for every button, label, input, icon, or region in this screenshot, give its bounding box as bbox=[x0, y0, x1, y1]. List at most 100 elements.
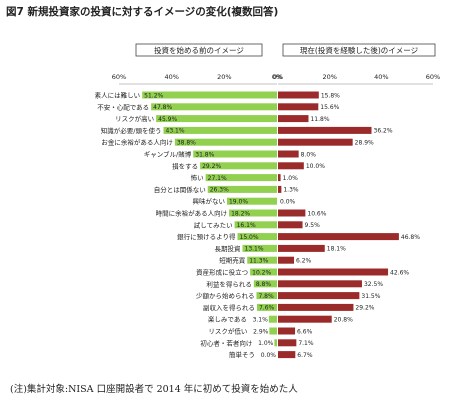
value-label-before: 16.1% bbox=[237, 222, 256, 229]
value-label-after: 10.6% bbox=[307, 210, 326, 217]
category-label: 時間に余裕がある人向け bbox=[156, 209, 228, 218]
category-label: 簡単そう bbox=[229, 350, 255, 359]
left-tick-label: 20% bbox=[217, 73, 231, 81]
bar-after bbox=[278, 103, 319, 111]
value-label-before: 11.3% bbox=[249, 258, 268, 265]
bar-after bbox=[278, 315, 332, 323]
value-label-before: 8.8% bbox=[256, 281, 272, 288]
bar-after bbox=[278, 303, 354, 311]
value-label-before: 47.8% bbox=[153, 104, 172, 111]
left-header-box bbox=[135, 43, 263, 57]
value-label-after: 42.6% bbox=[390, 269, 409, 276]
right-tick-label: 20% bbox=[322, 73, 336, 81]
bar-before bbox=[234, 221, 277, 229]
category-label: 資産形成に役立つ bbox=[196, 268, 248, 277]
value-label-after: 31.5% bbox=[361, 293, 380, 300]
category-label: 素人には難しい bbox=[95, 91, 141, 100]
bar-before bbox=[226, 197, 277, 205]
bar-before bbox=[163, 126, 277, 134]
header-boxes: 投資を始める前のイメージ 現在(投資を経験した後)のイメージ bbox=[135, 43, 436, 57]
bar-after bbox=[278, 126, 372, 134]
value-label-before: 19.0% bbox=[229, 199, 248, 206]
value-label-before: 38.8% bbox=[177, 140, 196, 147]
category-label: 知識が必要/頭を使う bbox=[101, 126, 162, 135]
value-label-after: 18.1% bbox=[327, 246, 346, 253]
bar-after bbox=[278, 185, 282, 193]
value-label-after: 7.1% bbox=[298, 340, 314, 347]
category-label: 自分とは関係ない bbox=[154, 185, 206, 194]
value-label-before: 7.6% bbox=[259, 305, 275, 312]
value-label-before: 15.0% bbox=[240, 234, 259, 241]
value-label-before: 26.3% bbox=[210, 187, 229, 194]
bars bbox=[142, 91, 399, 359]
category-label: 怖い bbox=[191, 173, 204, 182]
left-header-text: 投資を始める前のイメージ bbox=[154, 45, 244, 55]
bar-before bbox=[205, 174, 277, 182]
bar-after bbox=[278, 115, 309, 123]
bar-before bbox=[151, 103, 277, 111]
bar-before bbox=[268, 315, 277, 323]
category-label: 楽しみである bbox=[208, 315, 247, 324]
bar-after bbox=[278, 150, 299, 158]
category-label: 初心者・若者向け bbox=[200, 338, 252, 347]
bar-before bbox=[156, 115, 277, 123]
value-label-after: 15.8% bbox=[321, 92, 340, 99]
category-label: 興味がない bbox=[192, 197, 225, 206]
category-label: 長期投資 bbox=[215, 244, 242, 253]
value-label-after: 36.2% bbox=[374, 128, 393, 135]
value-label-before: 1.0% bbox=[258, 340, 274, 347]
bar-before bbox=[269, 327, 277, 335]
category-label: お金に余裕がある人向け bbox=[101, 138, 173, 147]
category-labels: 素人には難しい不安・心配であるリスクが高い知識が必要/頭を使うお金に余裕がある人… bbox=[95, 91, 255, 360]
bar-before bbox=[256, 303, 277, 311]
bar-before bbox=[242, 244, 277, 252]
bar-before bbox=[142, 91, 277, 99]
category-label: 銀行に預けるより得 bbox=[177, 232, 236, 241]
bar-after bbox=[278, 339, 297, 347]
category-label: リスクが高い bbox=[115, 114, 154, 123]
value-label-before: 43.1% bbox=[166, 128, 185, 135]
category-label: 短期売買 bbox=[219, 256, 246, 265]
value-label-before: 7.8% bbox=[258, 293, 274, 300]
bar-before bbox=[200, 162, 277, 170]
bar-before bbox=[247, 256, 277, 264]
category-label: 利益を得られる bbox=[206, 279, 252, 288]
bar-after bbox=[278, 292, 360, 300]
category-label: 損をする bbox=[172, 161, 198, 170]
bar-after bbox=[278, 91, 319, 99]
value-label-after: 0.0% bbox=[280, 199, 296, 206]
value-label-before: 31.8% bbox=[195, 151, 214, 158]
right-header-box bbox=[282, 43, 436, 57]
bar-before bbox=[274, 339, 277, 347]
bar-after bbox=[278, 174, 281, 182]
category-label: 副収入を得られる bbox=[203, 303, 255, 312]
value-label-after: 6.2% bbox=[296, 258, 312, 265]
category-label: 少額から始められる bbox=[196, 291, 255, 300]
chart-title: 図7 新規投資家の投資に対するイメージの変化(複数回答) bbox=[6, 6, 279, 18]
value-label-after: 46.8% bbox=[401, 234, 420, 241]
value-label-before: 10.2% bbox=[252, 269, 271, 276]
value-label-after: 6.6% bbox=[297, 328, 313, 335]
value-label-before: 45.9% bbox=[158, 116, 177, 123]
value-label-before: 3.1% bbox=[253, 317, 269, 324]
bar-after bbox=[278, 162, 304, 170]
bar-before bbox=[256, 292, 277, 300]
footnote: (注)集計対象:NISA 口座開設者で 2014 年に初めて投資を始めた人 bbox=[10, 384, 298, 395]
category-label: 試してみたい bbox=[194, 220, 233, 229]
bar-before bbox=[250, 268, 277, 276]
category-label: ギャンブル/賭博 bbox=[144, 150, 192, 159]
value-label-before: 51.2% bbox=[144, 92, 163, 99]
value-label-after: 28.9% bbox=[355, 140, 374, 147]
bar-before bbox=[207, 185, 277, 193]
value-label-after: 8.0% bbox=[301, 151, 317, 158]
value-label-after: 10.0% bbox=[306, 163, 325, 170]
bar-before bbox=[174, 138, 277, 146]
value-label-after: 6.7% bbox=[297, 352, 313, 359]
value-label-after: 32.5% bbox=[364, 281, 383, 288]
axis-ticks: 60% 40% 20% 0%0% 20% 40% 60% bbox=[112, 73, 440, 85]
bar-after bbox=[278, 256, 295, 264]
bar-before bbox=[229, 209, 277, 217]
category-label: 不安・心配である bbox=[97, 102, 149, 111]
value-label-before: 13.1% bbox=[245, 246, 264, 253]
bar-after bbox=[278, 221, 303, 229]
